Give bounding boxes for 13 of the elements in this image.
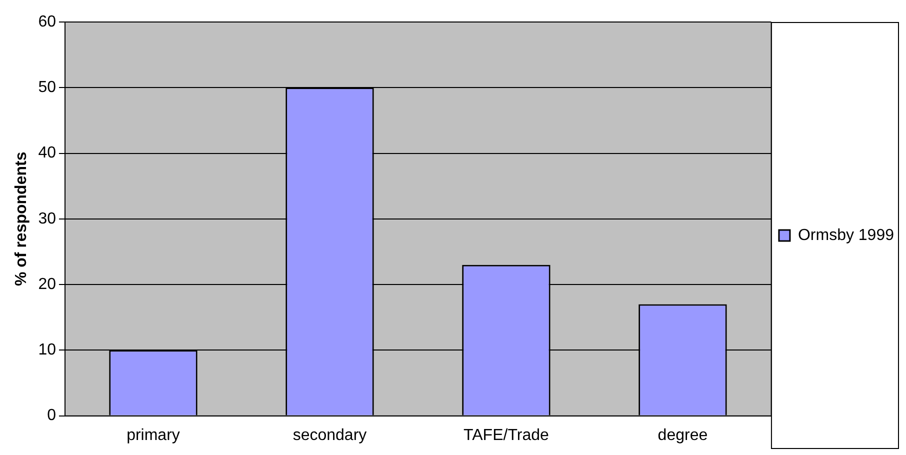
y-axis-title: % of respondents bbox=[13, 152, 30, 286]
y-tick-label: 60 bbox=[38, 13, 56, 30]
y-tick-label: 40 bbox=[38, 144, 56, 162]
x-tick-label: degree bbox=[658, 426, 708, 444]
y-tick-label: 0 bbox=[47, 407, 56, 424]
y-tick-label: 10 bbox=[38, 342, 56, 359]
x-tick-label: secondary bbox=[292, 426, 367, 444]
x-tick-label: primary bbox=[126, 426, 180, 444]
legend-label: Ormsby 1999 bbox=[798, 226, 894, 244]
x-tick-label: TAFE/Trade bbox=[464, 426, 549, 444]
y-tick-label: 30 bbox=[38, 210, 56, 228]
y-tick-label: 20 bbox=[38, 276, 56, 293]
y-tick-label: 50 bbox=[38, 79, 56, 96]
